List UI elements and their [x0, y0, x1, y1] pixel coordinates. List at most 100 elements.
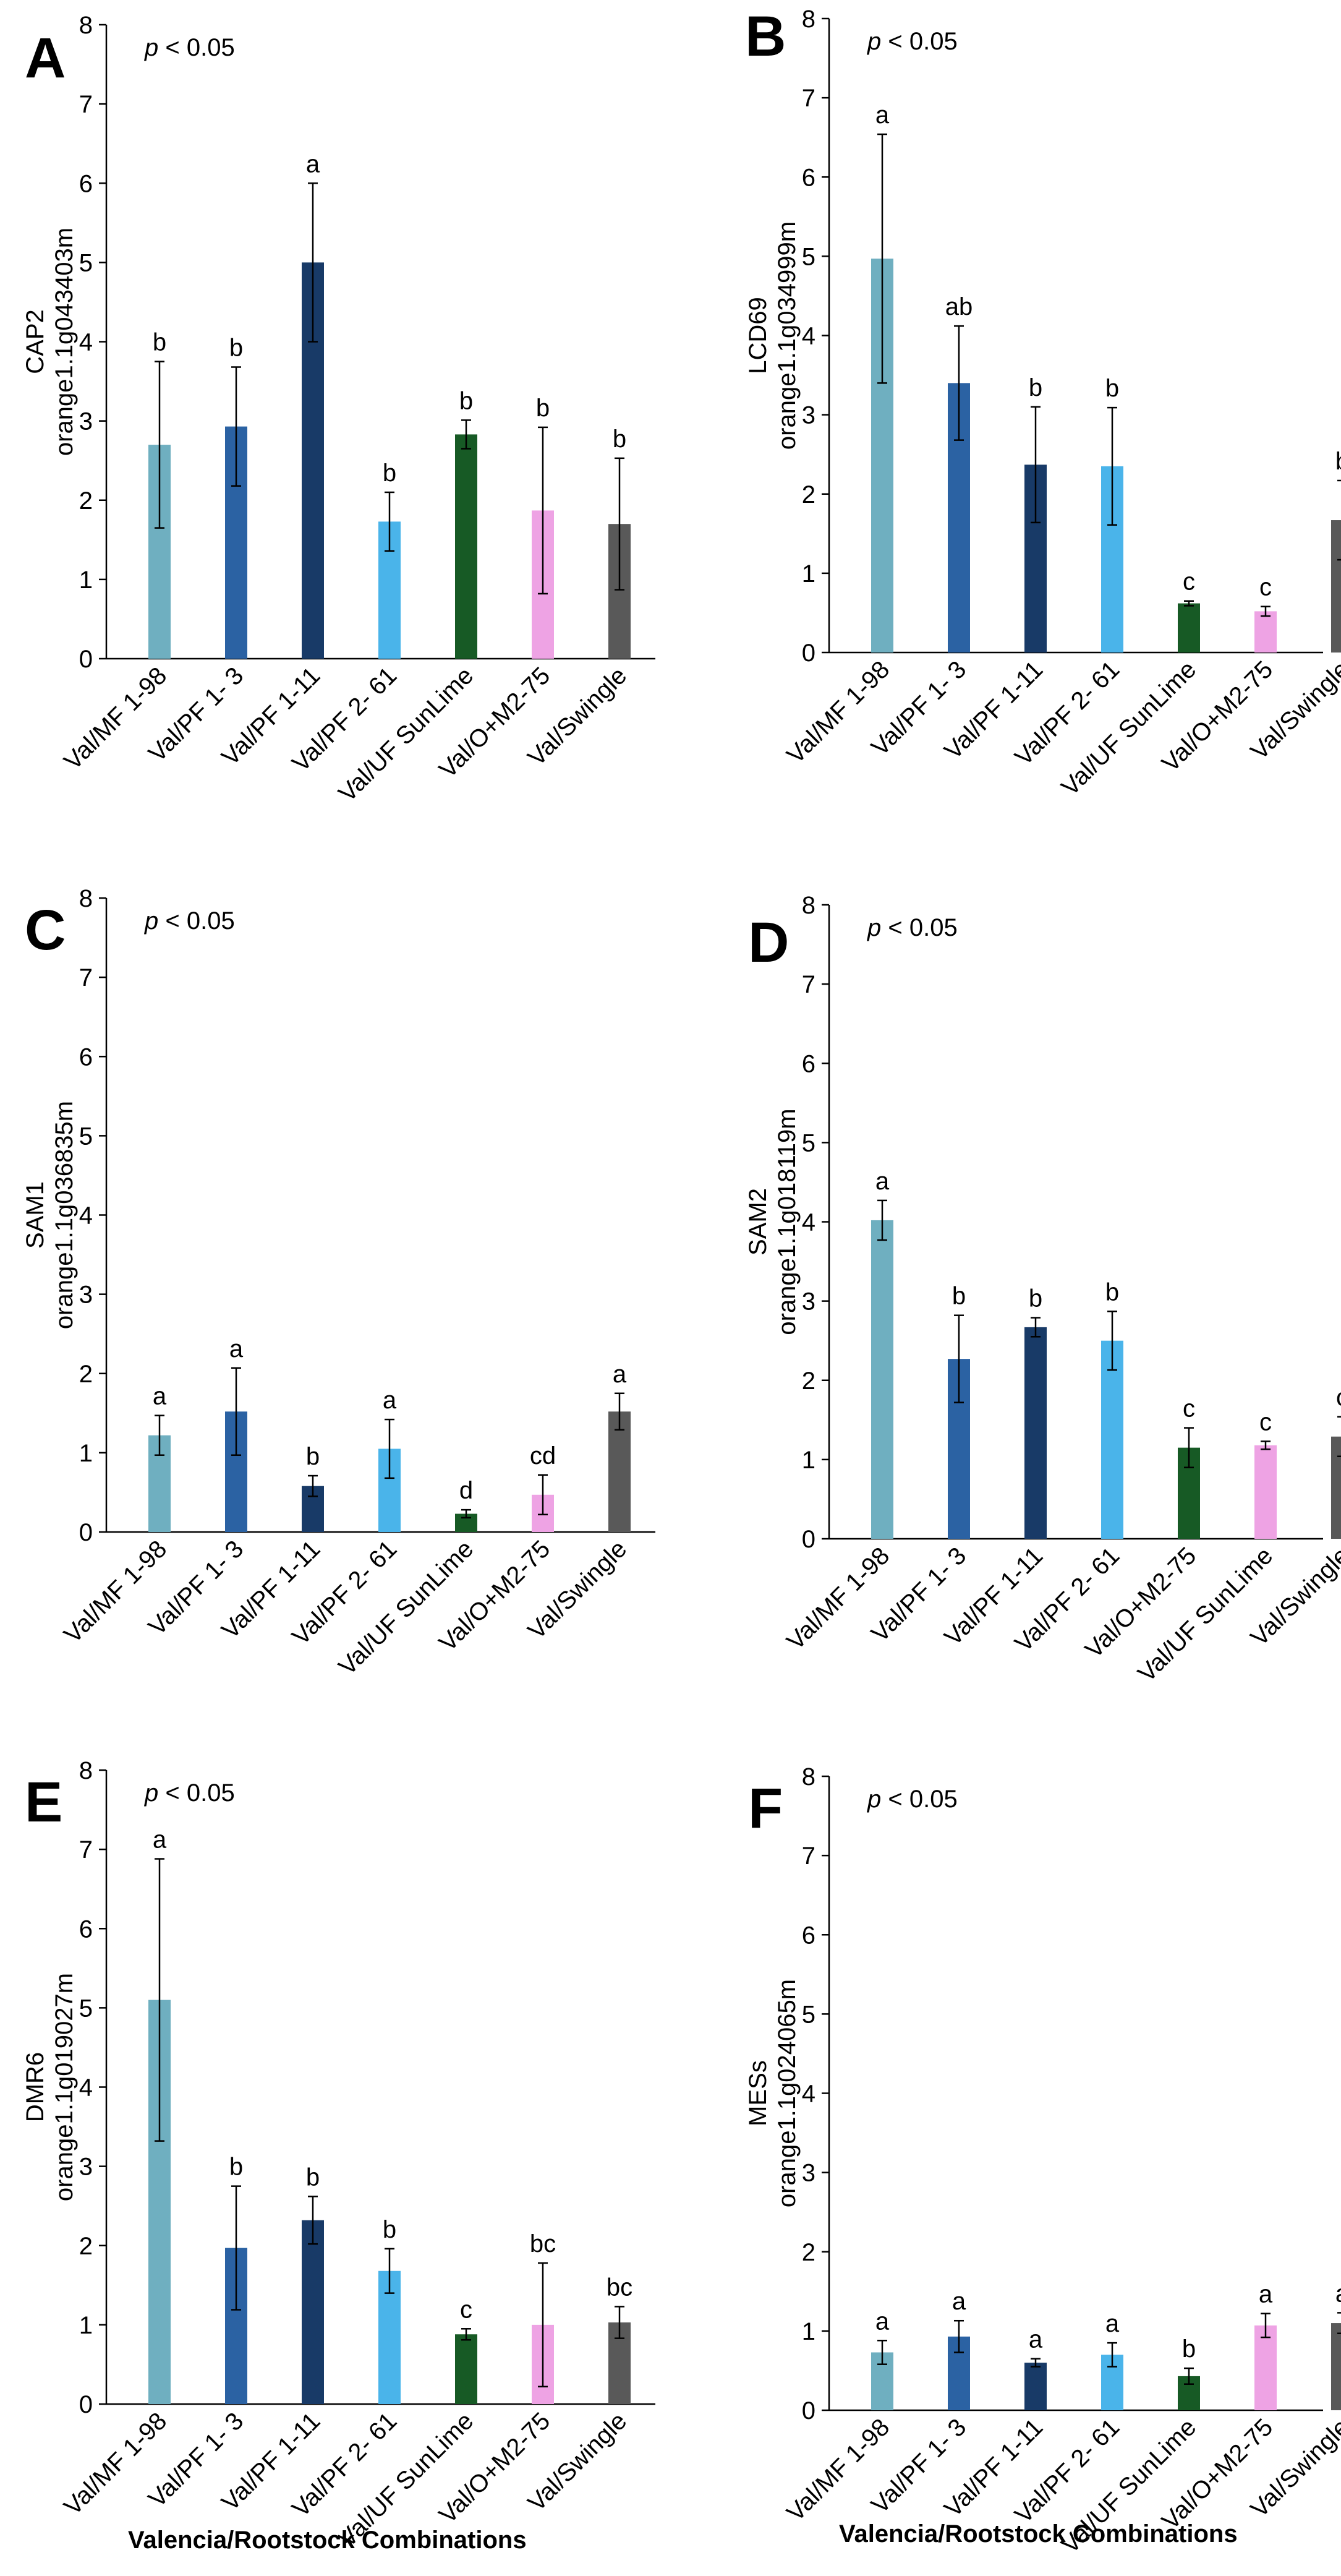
significance-letter-c-4: a: [383, 1387, 397, 1414]
y-tick-label-d-8: 8: [802, 892, 815, 919]
y-tick-label-c-7: 7: [79, 964, 93, 991]
bar-a-5: [455, 434, 477, 659]
y-tick-label-e-5: 5: [79, 1995, 93, 2022]
y-tick-label-c-1: 1: [79, 1440, 93, 1467]
y-tick-label-c-0: 0: [79, 1519, 93, 1546]
significance-letter-b-1: a: [875, 101, 890, 129]
significance-letter-d-3: b: [1029, 1285, 1042, 1312]
significance-letter-d-7: c: [1336, 1384, 1341, 1411]
y-tick-label-f-7: 7: [802, 1842, 815, 1870]
bar-d-6: [1254, 1445, 1277, 1539]
significance-letter-b-5: c: [1183, 568, 1195, 596]
y-tick-label-f-4: 4: [802, 2081, 815, 2108]
y-tick-label-e-3: 3: [79, 2154, 93, 2181]
stat-annotation-e: p < 0.05: [144, 1779, 235, 1807]
bar-e-3: [302, 2220, 324, 2404]
y-tick-label-d-5: 5: [802, 1129, 815, 1157]
y-tick-label-c-4: 4: [79, 1202, 93, 1230]
bar-f-6: [1254, 2325, 1277, 2410]
significance-letter-e-4: b: [383, 2216, 396, 2243]
bar-e-5: [455, 2334, 477, 2404]
y-tick-label-f-0: 0: [802, 2397, 815, 2424]
panel-letter-f: F: [748, 1777, 783, 1840]
y-axis-title-gene-e: DMR6: [22, 2052, 49, 2122]
significance-letter-f-5: b: [1182, 2335, 1196, 2363]
y-axis-title-gene-a: CAP2: [22, 309, 49, 374]
y-axis-title-gene-d: SAM2: [744, 1188, 772, 1256]
y-tick-label-a-4: 4: [79, 329, 93, 356]
x-axis-label-right: Valencia/Rootstock Combinations: [839, 2520, 1238, 2548]
x-tick-label-a-5: Val/UF SunLime: [333, 662, 479, 807]
significance-letter-c-3: b: [306, 1443, 320, 1470]
stat-annotation-a: p < 0.05: [144, 34, 235, 61]
y-tick-label-b-5: 5: [802, 243, 815, 270]
significance-letter-b-3: b: [1029, 374, 1042, 401]
significance-letter-c-6: cd: [530, 1442, 556, 1470]
stat-annotation-c: p < 0.05: [144, 907, 235, 935]
significance-letter-a-3: a: [306, 150, 320, 178]
significance-letter-a-6: b: [536, 395, 550, 422]
y-axis-title-gene-c: SAM1: [22, 1181, 49, 1249]
y-tick-label-a-1: 1: [79, 567, 93, 594]
significance-letter-d-6: c: [1259, 1408, 1272, 1436]
y-tick-label-b-0: 0: [802, 640, 815, 667]
y-tick-label-b-6: 6: [802, 164, 815, 191]
significance-letter-f-3: a: [1029, 2326, 1043, 2353]
panel-letter-b: B: [745, 5, 786, 68]
significance-letter-d-5: c: [1183, 1395, 1195, 1423]
y-tick-label-d-1: 1: [802, 1447, 815, 1474]
y-axis-title-gene-f: MESs: [744, 2060, 772, 2126]
y-tick-label-f-6: 6: [802, 1922, 815, 1949]
significance-letter-a-1: b: [153, 329, 166, 356]
significance-letter-b-7: b: [1335, 448, 1341, 475]
panel-letter-a: A: [25, 27, 66, 90]
significance-letter-f-2: a: [952, 2288, 966, 2315]
y-axis-title-id-f: orange1.1g024065m: [773, 1979, 801, 2207]
bar-d-3: [1024, 1327, 1047, 1539]
y-tick-label-b-8: 8: [802, 6, 815, 33]
bar-f-3: [1024, 2363, 1047, 2410]
y-tick-label-a-0: 0: [79, 646, 93, 673]
significance-letter-f-4: a: [1105, 2310, 1120, 2337]
y-tick-label-a-7: 7: [79, 91, 93, 118]
y-tick-label-a-8: 8: [79, 12, 93, 39]
y-tick-label-a-3: 3: [79, 408, 93, 435]
y-tick-label-f-5: 5: [802, 2001, 815, 2028]
y-tick-label-e-4: 4: [79, 2074, 93, 2102]
significance-letter-e-7: bc: [607, 2274, 632, 2301]
y-tick-label-b-7: 7: [802, 85, 815, 112]
y-tick-label-d-7: 7: [802, 971, 815, 998]
significance-letter-c-5: d: [459, 1477, 473, 1504]
panel-letter-d: D: [748, 911, 789, 974]
y-axis-title-id-c: orange1.1g036835m: [51, 1101, 78, 1329]
x-tick-label-c-5: Val/UF SunLime: [333, 1535, 479, 1680]
y-tick-label-e-8: 8: [79, 1757, 93, 1784]
y-tick-label-c-2: 2: [79, 1361, 93, 1388]
panel-letter-e: E: [25, 1771, 62, 1834]
significance-letter-e-1: a: [153, 1826, 167, 1854]
significance-letter-d-2: b: [952, 1283, 966, 1310]
y-tick-label-f-2: 2: [802, 2239, 815, 2266]
y-tick-label-a-2: 2: [79, 487, 93, 515]
y-tick-label-f-3: 3: [802, 2160, 815, 2187]
y-tick-label-b-4: 4: [802, 323, 815, 350]
significance-letter-e-6: bc: [530, 2230, 556, 2257]
bar-d-1: [871, 1220, 893, 1539]
y-tick-label-e-2: 2: [79, 2233, 93, 2260]
y-tick-label-a-5: 5: [79, 249, 93, 276]
y-tick-label-d-6: 6: [802, 1050, 815, 1077]
significance-letter-a-5: b: [459, 387, 473, 414]
bar-d-4: [1101, 1340, 1123, 1539]
significance-letter-b-6: c: [1259, 574, 1272, 601]
significance-letter-c-1: a: [153, 1383, 167, 1410]
significance-letter-f-7: a: [1335, 2280, 1341, 2307]
significance-letter-e-5: c: [460, 2296, 472, 2323]
y-tick-label-e-1: 1: [79, 2312, 93, 2339]
significance-letter-d-1: a: [875, 1168, 890, 1195]
y-tick-label-c-5: 5: [79, 1123, 93, 1150]
y-tick-label-d-2: 2: [802, 1367, 815, 1395]
